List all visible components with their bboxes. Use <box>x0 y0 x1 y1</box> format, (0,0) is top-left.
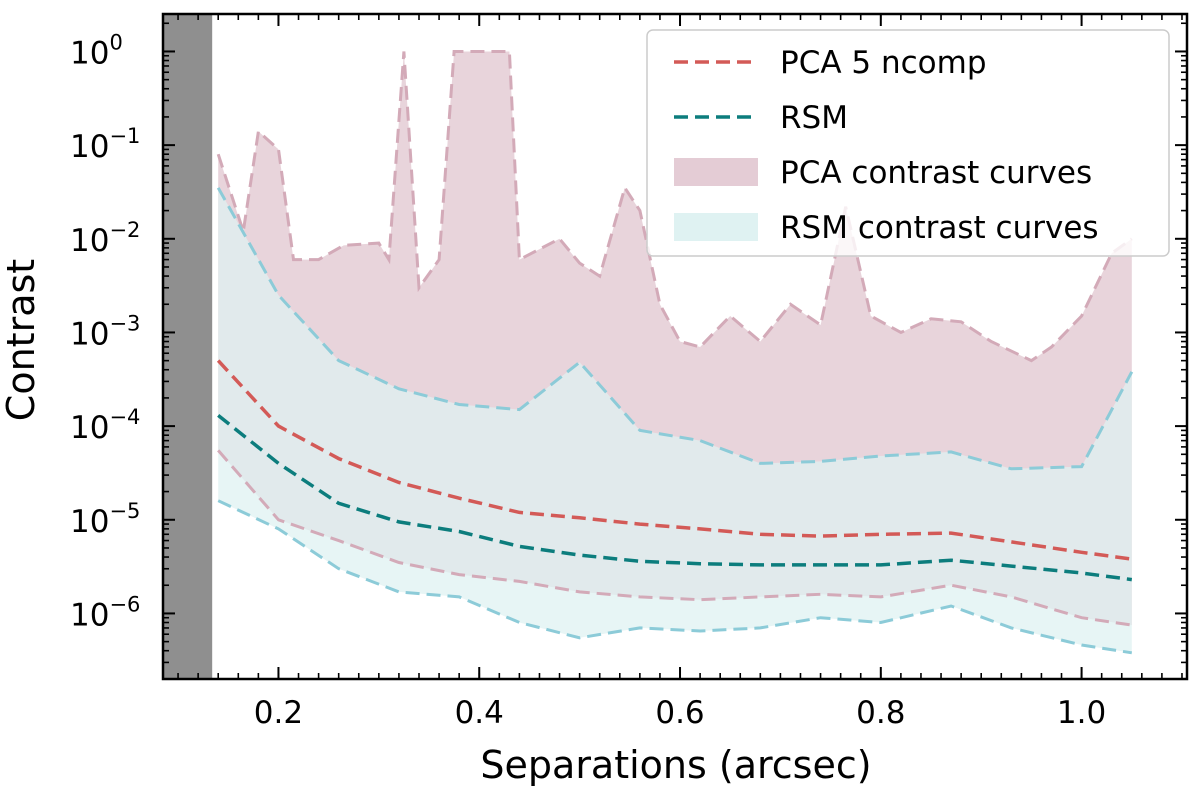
band-rsm-contrast-curves <box>218 187 1132 653</box>
y-tick-label: 100 <box>70 30 123 71</box>
y-tick-exponent: 0 <box>109 30 122 54</box>
masked-region <box>163 14 213 679</box>
y-tick-label: 10−5 <box>70 499 140 540</box>
x-tick-label: 0.6 <box>655 695 704 731</box>
y-tick-label: 10−6 <box>70 592 140 633</box>
x-tick-label: 0.8 <box>856 695 905 731</box>
x-tick-label: 1.0 <box>1057 695 1106 731</box>
y-tick-base: 10 <box>70 223 109 259</box>
y-tick-label: 10−3 <box>70 311 140 352</box>
legend-swatch-patch <box>674 213 758 241</box>
x-tick-label: 0.4 <box>455 695 504 731</box>
rsm-contrast-curves-lower-edge <box>217 499 1133 655</box>
x-axis-label: Separations (arcsec) <box>480 743 871 787</box>
lines-layer <box>216 359 1133 582</box>
y-tick-exponent: −4 <box>109 405 140 429</box>
y-axis-label: Contrast <box>0 259 43 421</box>
axes-layer: 0.2 0.4 0.6 0.8 1.010010−110−210−310−410−510… <box>70 12 1189 731</box>
legend-label: RSM contrast curves <box>780 210 1099 246</box>
legend-label: PCA 5 ncomp <box>780 45 987 81</box>
legend-box <box>646 29 1170 257</box>
y-tick-base: 10 <box>70 504 109 540</box>
y-tick-base: 10 <box>70 410 109 446</box>
y-tick-base: 10 <box>70 129 109 165</box>
rsm-contrast-curves-upper-edge <box>216 187 1134 471</box>
pca-contrast-curves-lower-edge <box>217 449 1133 627</box>
legend-swatch-patch <box>674 158 758 186</box>
y-tick-exponent: −2 <box>109 218 140 242</box>
legend-label: PCA contrast curves <box>780 155 1092 191</box>
bands-layer <box>216 50 1134 655</box>
line-pca-5-ncomp <box>216 359 1133 561</box>
y-tick-base: 10 <box>70 35 109 71</box>
y-tick-exponent: −1 <box>109 124 140 148</box>
y-tick-exponent: −3 <box>109 311 140 335</box>
line-rsm <box>217 414 1133 582</box>
y-tick-label: 10−4 <box>70 405 140 446</box>
y-tick-base: 10 <box>70 316 109 352</box>
y-tick-label: 10−1 <box>70 124 140 165</box>
pca-contrast-curves-upper-edge <box>216 50 1133 363</box>
y-tick-base: 10 <box>70 597 109 633</box>
y-tick-label: 10−2 <box>70 218 140 259</box>
y-tick-exponent: −5 <box>109 499 140 523</box>
y-tick-exponent: −6 <box>109 592 140 616</box>
x-tick-label: 0.2 <box>254 695 303 731</box>
legend-label: RSM <box>780 100 848 136</box>
masked-region-layer <box>163 14 213 679</box>
legend: PCA 5 ncomp RSM PCA contrast curves RSM con… <box>646 29 1170 257</box>
